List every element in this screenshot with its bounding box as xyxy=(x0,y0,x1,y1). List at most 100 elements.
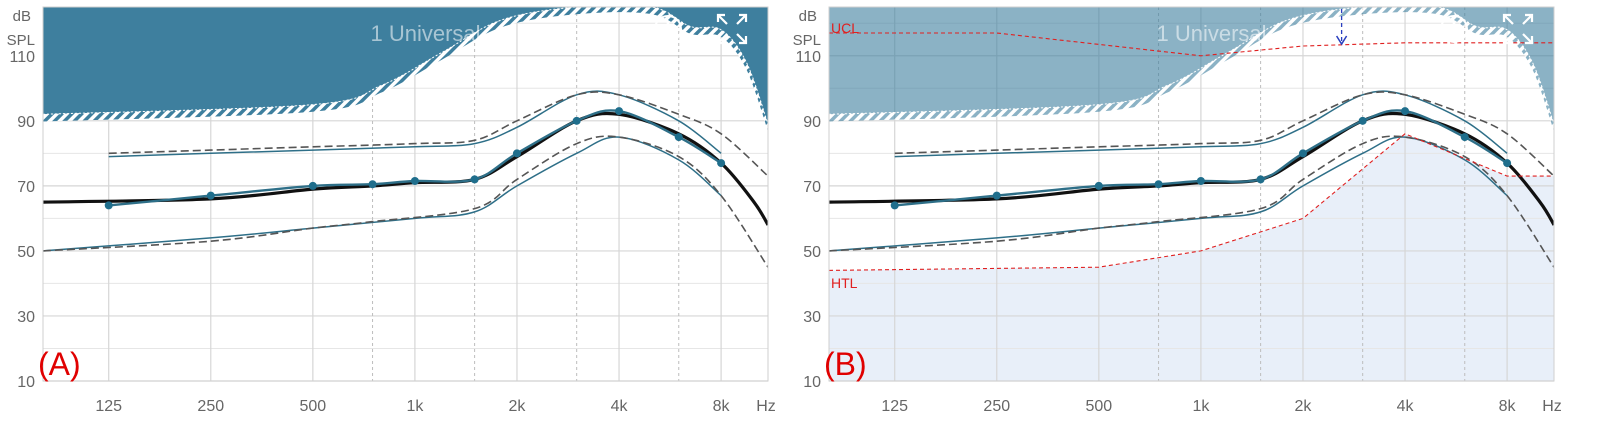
expand-icon-corner xyxy=(1502,33,1514,45)
x-tick-label: 8k xyxy=(713,398,731,415)
y-tick-label: 30 xyxy=(803,309,821,326)
x-tick-label: 2k xyxy=(509,398,527,415)
audible-region xyxy=(829,133,1554,381)
expand-icon-corner xyxy=(716,13,728,25)
mpo-hatch xyxy=(829,7,1554,132)
panel-label: (A) xyxy=(38,346,81,382)
info-icon-glyph: i xyxy=(1451,20,1456,41)
panel-label: (B) xyxy=(824,346,867,382)
mpo-fill xyxy=(829,7,1554,125)
panel-b: 1 Universal i dB SPL 10 30 50 70 90 110 125 250 500 1… xyxy=(786,0,1604,422)
unit-label-db: dB xyxy=(13,8,31,25)
x-tick-label: 125 xyxy=(881,398,908,415)
curves xyxy=(829,90,1554,268)
measured-line xyxy=(894,109,1508,207)
y-tick-label: 90 xyxy=(803,114,821,131)
x-tick-label: 250 xyxy=(983,398,1010,415)
measured-point xyxy=(572,116,581,125)
x-tick-label: 500 xyxy=(1085,398,1112,415)
expand-icon-corner xyxy=(1522,33,1534,45)
y-tick-label: 30 xyxy=(17,309,35,326)
info-icon-circle xyxy=(1440,15,1468,43)
htl-label: HTL xyxy=(831,275,858,291)
chart-a: 1 Universal i dB SPL 10 30 50 70 90 110 125 250 500 1… xyxy=(7,6,776,415)
measured-line xyxy=(108,109,722,207)
unit-label-spl: SPL xyxy=(7,32,35,49)
target-lower-line xyxy=(829,135,1554,268)
measured-point xyxy=(1298,149,1307,158)
grid xyxy=(43,7,768,382)
mpo-region xyxy=(829,7,1554,132)
expand-icon-corner xyxy=(1502,13,1514,25)
y-tick-label: 50 xyxy=(803,244,821,261)
program-title: 1 Universal xyxy=(1156,21,1266,46)
program-title: 1 Universal xyxy=(370,21,480,46)
expand-icon-corner xyxy=(736,13,748,25)
expand-icon-corner xyxy=(736,33,748,45)
x-tick-label: 4k xyxy=(611,398,629,415)
mpo-hatch xyxy=(43,7,768,132)
expand-icon-corner xyxy=(716,33,728,45)
measured-point xyxy=(1094,181,1103,190)
measured-point xyxy=(410,176,419,185)
y-tick-label: 70 xyxy=(17,179,35,196)
x-tick-label: 125 xyxy=(95,398,122,415)
plot-frame xyxy=(42,6,769,382)
expand-icon[interactable] xyxy=(1502,13,1534,45)
measured-point xyxy=(1503,159,1512,168)
info-icon-circle xyxy=(654,15,682,43)
panel-a: 1 Universal i dB SPL 10 30 50 70 90 110 125 250 500 1… xyxy=(0,0,786,422)
y-tick-label: 70 xyxy=(803,179,821,196)
info-icon[interactable]: i xyxy=(1440,15,1468,43)
x-tick-label: 1k xyxy=(1192,398,1210,415)
unit-label-db: dB xyxy=(799,8,817,25)
x-tick-label: 500 xyxy=(299,398,326,415)
x-tick-label: 4k xyxy=(1397,398,1415,415)
x-tick-label: 2k xyxy=(1295,398,1313,415)
measured-point xyxy=(1154,180,1163,189)
expand-icon-corner xyxy=(1522,13,1534,25)
mpo-line xyxy=(829,7,1554,125)
x-unit-label: Hz xyxy=(1542,398,1562,415)
measured-upper-line xyxy=(894,90,1508,158)
adjust-arrow-head xyxy=(1335,35,1348,46)
x-tick-label: 1k xyxy=(406,398,424,415)
target-lower-line xyxy=(43,135,768,268)
y-tick-label: 110 xyxy=(795,49,821,66)
x-tick-label: 8k xyxy=(1499,398,1517,415)
measured-point xyxy=(470,175,479,184)
measured-point xyxy=(1401,107,1410,116)
measured-point xyxy=(890,201,899,210)
expand-icon[interactable] xyxy=(716,13,748,45)
ucl-label: UCL xyxy=(831,20,859,36)
y-tick-label: 50 xyxy=(17,244,35,261)
measured-point xyxy=(1256,175,1265,184)
htl-line xyxy=(828,133,1554,271)
measured-point xyxy=(206,191,215,200)
unit-label-spl: SPL xyxy=(793,32,821,49)
y-tick-label: 90 xyxy=(17,114,35,131)
measured-point xyxy=(104,201,113,210)
info-icon-glyph: i xyxy=(665,20,670,41)
measured-upper-line xyxy=(108,90,722,158)
x-unit-label: Hz xyxy=(756,398,776,415)
y-tick-label: 110 xyxy=(9,49,35,66)
y-tick-label: 10 xyxy=(803,374,821,391)
measured-point xyxy=(615,107,624,116)
measured-point xyxy=(717,159,726,168)
measured-point xyxy=(1358,116,1367,125)
x-tick-label: 250 xyxy=(197,398,224,415)
chart-b: 1 Universal i dB SPL 10 30 50 70 90 110 125 250 500 1… xyxy=(793,6,1562,415)
measured-point xyxy=(992,191,1001,200)
measured-point xyxy=(674,133,683,142)
y-tick-label: 10 xyxy=(17,374,35,391)
mpo-line xyxy=(43,7,768,125)
info-icon[interactable]: i xyxy=(654,15,682,43)
mpo-region xyxy=(43,7,768,132)
measured-point xyxy=(512,149,521,158)
measured-point xyxy=(1460,133,1469,142)
measured-point xyxy=(368,180,377,189)
mpo-fill xyxy=(43,7,768,125)
curves xyxy=(43,90,768,268)
measured-point xyxy=(308,181,317,190)
